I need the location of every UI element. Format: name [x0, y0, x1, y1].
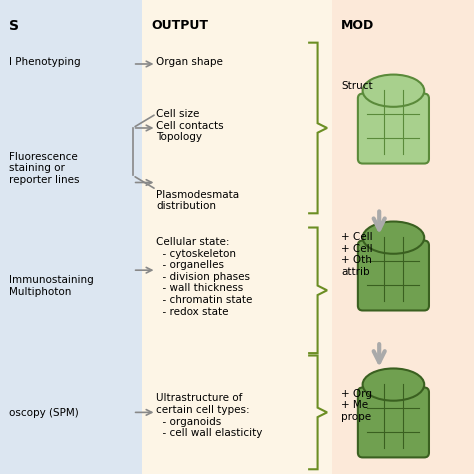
FancyBboxPatch shape [358, 241, 429, 310]
Text: Organ shape: Organ shape [156, 57, 223, 67]
Ellipse shape [363, 368, 424, 401]
Text: Cell size
Cell contacts
Topology: Cell size Cell contacts Topology [156, 109, 224, 142]
Text: MOD: MOD [341, 19, 374, 32]
FancyBboxPatch shape [358, 94, 429, 164]
Text: oscopy (SPM): oscopy (SPM) [9, 408, 79, 418]
FancyBboxPatch shape [358, 388, 429, 457]
Text: Fluorescence
staining or
reporter lines: Fluorescence staining or reporter lines [9, 152, 80, 185]
FancyBboxPatch shape [142, 0, 332, 474]
FancyBboxPatch shape [0, 0, 142, 474]
Text: l Phenotyping: l Phenotyping [9, 57, 81, 67]
Ellipse shape [363, 221, 424, 254]
Text: Immunostaining
Multiphoton: Immunostaining Multiphoton [9, 275, 94, 297]
FancyBboxPatch shape [332, 0, 474, 474]
Ellipse shape [363, 74, 424, 107]
Text: + Org
+ Me
prope: + Org + Me prope [341, 389, 372, 422]
Text: Struct: Struct [341, 81, 373, 91]
Text: + Cell
+ Cell
+ Oth
attrib: + Cell + Cell + Oth attrib [341, 232, 373, 277]
Text: Cellular state:
  - cytoskeleton
  - organelles
  - division phases
  - wall thi: Cellular state: - cytoskeleton - organel… [156, 237, 253, 317]
Text: Plasmodesmata
distribution: Plasmodesmata distribution [156, 190, 239, 211]
Text: Ultrastructure of
certain cell types:
  - organoids
  - cell wall elasticity: Ultrastructure of certain cell types: - … [156, 393, 263, 438]
Text: S: S [9, 19, 19, 33]
Text: OUTPUT: OUTPUT [152, 19, 209, 32]
